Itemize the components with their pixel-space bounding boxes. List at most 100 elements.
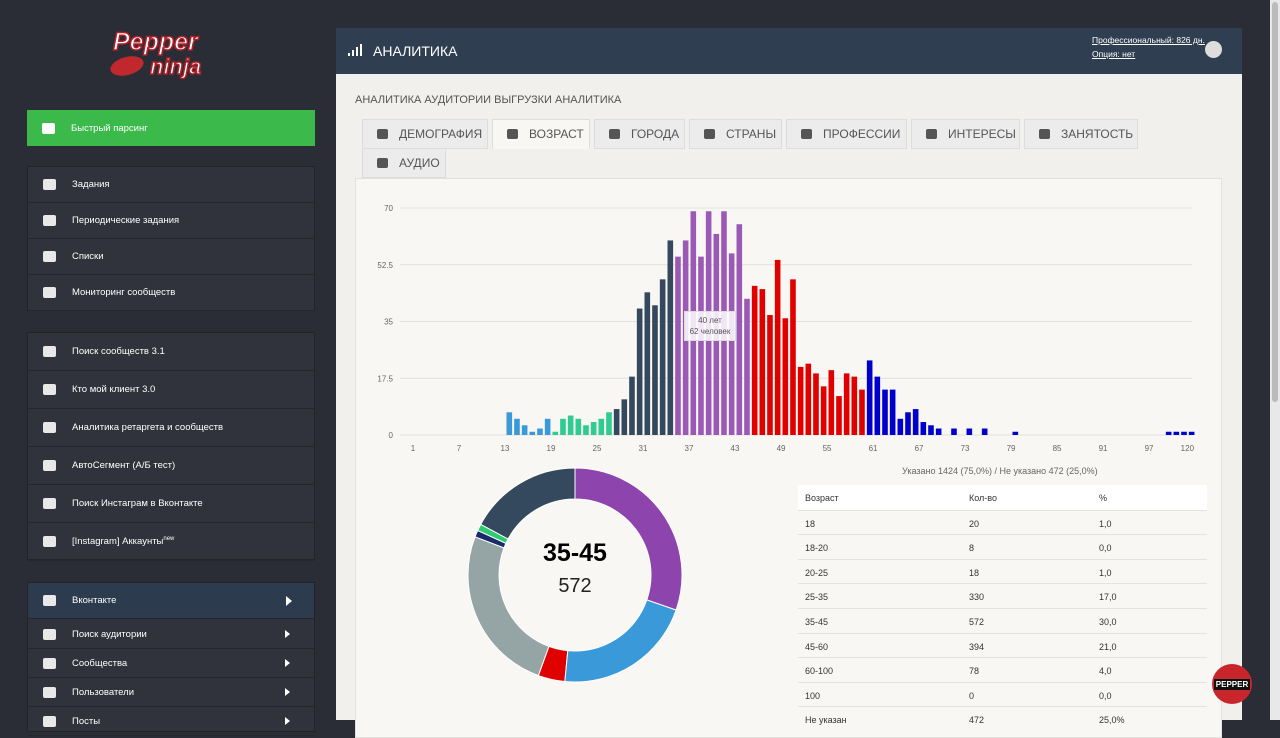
tab[interactable]: СТРАНЫ xyxy=(689,119,782,149)
cell-count: 0 xyxy=(969,690,975,701)
cell-percent: 1,0 xyxy=(1099,518,1112,529)
option[interactable]: Опция: нет xyxy=(1092,49,1136,59)
bar xyxy=(928,425,934,435)
menu-label: Кто мой клиент 3.0 xyxy=(72,384,156,395)
bar xyxy=(629,376,635,435)
cell-percent: 25,0% xyxy=(1099,715,1125,726)
y-tick-label: 35 xyxy=(384,318,393,327)
icon xyxy=(43,628,56,640)
bar xyxy=(797,366,804,435)
tab[interactable]: ГОРОДА xyxy=(594,119,685,149)
bar xyxy=(813,373,819,435)
avatar[interactable] xyxy=(1205,41,1222,58)
plan[interactable]: Профессиональный: 826 дн. xyxy=(1092,35,1205,45)
vk-header[interactable]: Вконтакте xyxy=(28,583,314,619)
menu-label: Периодические задания xyxy=(72,215,180,226)
menu-item[interactable]: Кто мой клиент 3.0 xyxy=(28,371,314,409)
tab[interactable]: ВОЗРАСТ xyxy=(492,119,590,149)
bar xyxy=(935,428,942,435)
column-header: % xyxy=(1099,493,1108,503)
tab-icon xyxy=(801,129,812,139)
cell-percent: 21,0 xyxy=(1099,641,1117,652)
column-header: Возраст xyxy=(805,493,839,503)
menu-label: Вконтакте xyxy=(72,595,117,606)
tab-label: ЗАНЯТОСТЬ xyxy=(1061,127,1134,141)
bar xyxy=(598,418,605,435)
icon xyxy=(42,122,55,134)
y-tick-label: 17.5 xyxy=(377,374,393,383)
bar xyxy=(1165,431,1172,435)
donut-chart: 35-45 572 xyxy=(467,467,683,683)
donut-segment xyxy=(474,529,507,549)
tab[interactable]: ИНТЕРЕСЫ xyxy=(911,119,1020,149)
scrollbar[interactable] xyxy=(1270,0,1280,720)
tab[interactable]: ДЕМОГРАФИЯ xyxy=(362,119,488,149)
bar xyxy=(790,279,796,435)
tab[interactable]: АУДИО xyxy=(362,148,446,178)
tab-icon xyxy=(704,129,715,139)
table-row: 18 20 1,0 xyxy=(798,509,1207,535)
quick-parse[interactable]: Быстрый парсинг xyxy=(27,110,315,146)
tab-label: ИНТЕРЕСЫ xyxy=(948,127,1016,141)
tab[interactable]: ПРОФЕССИИ xyxy=(786,119,907,149)
tab-icon xyxy=(377,158,388,168)
menu-item[interactable]: Пользователи xyxy=(28,678,314,707)
table-row: 25-35 330 17,0 xyxy=(798,583,1207,608)
icon xyxy=(43,384,56,395)
icon xyxy=(43,536,56,547)
bar xyxy=(575,418,582,435)
cell-age: 35-45 xyxy=(805,616,829,627)
age-chart: 0 17.5 35 52.5 70 1 7 13 19 25 31 37 43 49 55 61 67 73 79 8… xyxy=(377,204,1194,453)
tab-label: СТРАНЫ xyxy=(726,127,777,141)
bar xyxy=(1181,431,1187,435)
bar xyxy=(951,428,957,435)
menu-item[interactable]: Поиск сообществ 3.1 xyxy=(28,333,314,371)
menu-item[interactable]: Аналитика ретаргета и сообществ xyxy=(28,409,314,447)
menu-label: Задания xyxy=(72,179,110,190)
icon xyxy=(43,422,56,433)
bar xyxy=(866,360,873,435)
menu-item[interactable]: Посты xyxy=(28,707,314,736)
bar xyxy=(805,363,812,435)
cell-percent: 4,0 xyxy=(1099,666,1112,677)
chat-badge[interactable]: PEPPER xyxy=(1212,664,1252,704)
menu-item[interactable]: Поиск аудитории xyxy=(28,620,314,649)
bar xyxy=(506,412,513,435)
bar xyxy=(889,389,896,435)
bar xyxy=(583,425,589,435)
menu-item[interactable]: Списки xyxy=(28,239,314,275)
header-title: АНАЛИТИКА xyxy=(373,43,458,59)
cell-age: Не указан xyxy=(805,715,847,726)
x-tick-label: 97 xyxy=(1145,444,1154,453)
tab-label: ДЕМОГРАФИЯ xyxy=(399,127,483,141)
arrow xyxy=(285,717,290,725)
icon xyxy=(43,595,56,606)
icon xyxy=(43,460,56,471)
tab[interactable]: ЗАНЯТОСТЬ xyxy=(1024,119,1138,149)
menu-item[interactable]: Мониторинг сообществ xyxy=(28,275,314,311)
menu-item[interactable]: [Instagram] Аккаунтыnew xyxy=(28,523,314,561)
table-row: 100 0 0,0 xyxy=(798,681,1207,707)
menu-item[interactable]: Периодические задания xyxy=(28,203,314,239)
x-tick-label: 55 xyxy=(823,444,832,453)
bar xyxy=(644,292,651,435)
menu-item[interactable]: АвтоСегмент (А/Б тест) xyxy=(28,447,314,485)
menu-item[interactable]: Поиск Инстаграм в Вконтакте xyxy=(28,485,314,523)
donut-segment xyxy=(564,599,677,683)
bar xyxy=(537,428,543,435)
new-badge: new xyxy=(163,535,175,542)
bar xyxy=(820,386,827,435)
tab-label: ПРОФЕССИИ xyxy=(823,127,901,141)
menu-item[interactable]: Задания xyxy=(28,167,314,203)
menu-group: Поиск сообществ 3.1 Кто мой клиент 3.0 Ана… xyxy=(27,332,315,561)
bar xyxy=(859,389,865,435)
menu-item[interactable]: Сообщества xyxy=(28,649,314,678)
bar xyxy=(521,425,528,435)
logo-pepper xyxy=(110,56,144,76)
donut-center-label: 35-45 xyxy=(543,539,607,567)
table-row: 18-20 8 0,0 xyxy=(798,534,1207,559)
x-tick-label: 19 xyxy=(547,444,556,453)
x-tick-label: 43 xyxy=(731,444,740,453)
icon xyxy=(43,179,56,190)
cell-age: 20-25 xyxy=(805,567,829,578)
